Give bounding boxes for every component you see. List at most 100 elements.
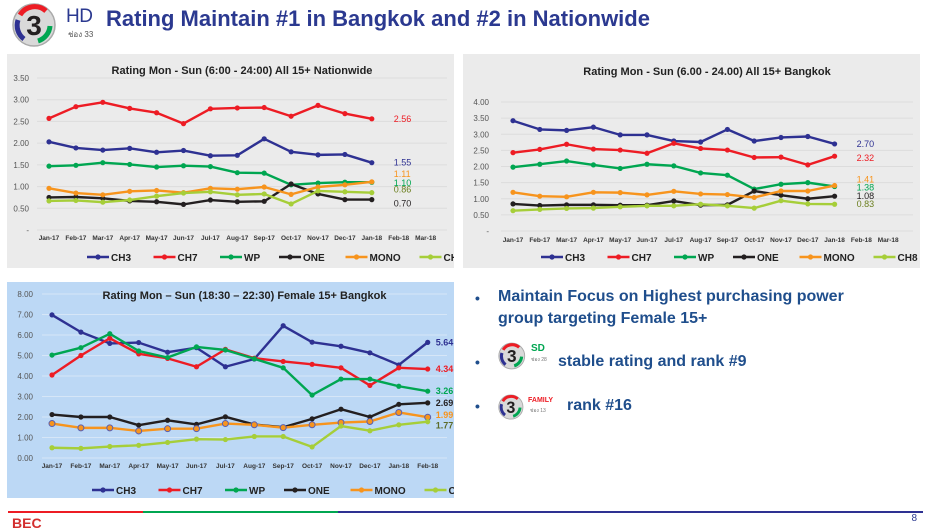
y-tick-label: 5.00 [17, 352, 33, 361]
legend-item-ch7: CH7 [607, 253, 652, 264]
data-point-ch8 [369, 190, 375, 196]
data-point-ch3 [425, 339, 431, 345]
logo-channel-sub: ช่อง 33 [68, 30, 94, 39]
data-point-one [78, 414, 84, 420]
data-point-ch8 [107, 443, 113, 450]
data-point-ch7 [234, 105, 240, 111]
end-label-ch7: 2.56 [394, 114, 412, 124]
legend-label: WP [698, 253, 714, 264]
data-point-mono [154, 187, 160, 194]
data-point-ch7 [154, 110, 160, 116]
legend-item-wp: WP [220, 253, 260, 264]
data-point-wp [73, 162, 79, 168]
x-tick-label: Jan-18 [361, 235, 382, 242]
x-tick-label: Mar-17 [556, 237, 577, 244]
data-point-ch3 [136, 339, 142, 346]
x-tick-label: Jun-17 [173, 235, 194, 242]
legend-label: CH7 [632, 253, 652, 264]
data-point-ch3 [288, 149, 294, 155]
y-tick-label: 1.00 [13, 183, 29, 192]
bullet-dot: • [475, 354, 480, 370]
end-label-one: 1.08 [857, 191, 875, 201]
x-tick-label: Jul-17 [216, 463, 235, 470]
bullet-dot: • [475, 290, 480, 306]
data-point-ch7 [751, 154, 757, 161]
data-point-mono [234, 186, 240, 192]
data-point-ch3 [49, 312, 55, 318]
sd-sub: ช่อง 28 [531, 357, 547, 363]
data-point-mono [164, 425, 172, 433]
data-point-ch7 [698, 145, 704, 152]
data-point-ch3 [280, 323, 286, 329]
legend-item-one: ONE [284, 486, 330, 497]
data-point-ch7 [49, 372, 55, 378]
data-point-ch8 [778, 198, 784, 204]
data-point-ch7 [309, 361, 315, 367]
data-point-ch3 [367, 350, 373, 356]
x-tick-label: May-17 [157, 463, 179, 470]
x-tick-label: Dec-17 [797, 237, 819, 244]
data-point-ch3 [338, 343, 344, 349]
data-point-ch7 [78, 352, 84, 359]
legend-item-wp: WP [225, 486, 265, 497]
data-point-wp [261, 170, 267, 176]
bullet-text-family: rank #16 [567, 397, 632, 414]
data-point-wp [724, 172, 730, 178]
legend-item-ch3: CH3 [87, 253, 131, 264]
legend-marker [807, 254, 814, 260]
data-point-one [671, 198, 677, 204]
data-point-one [234, 199, 240, 205]
data-point-wp [590, 162, 596, 168]
data-point-ch3 [698, 139, 704, 145]
data-point-ch8 [698, 201, 704, 207]
legend-item-wp: WP [674, 253, 714, 264]
data-point-ch8 [261, 191, 267, 197]
data-point-mono [127, 188, 133, 194]
data-point-ch7 [396, 365, 402, 371]
data-point-ch8 [46, 198, 52, 204]
data-point-ch7 [367, 382, 373, 389]
data-point-mono [342, 182, 348, 188]
data-point-wp [78, 345, 84, 351]
end-label-wp: 1.38 [857, 182, 875, 192]
y-tick-label: 4.00 [17, 372, 33, 381]
legend-marker [353, 254, 360, 260]
data-point-ch8 [180, 190, 187, 196]
data-point-one [396, 401, 402, 407]
legend-label: CH3 [116, 486, 136, 497]
data-point-ch3 [261, 136, 267, 142]
family-badge: FAMILY [528, 397, 554, 404]
data-point-ch8 [154, 193, 160, 199]
bullet-dot: • [475, 398, 480, 414]
data-point-ch7 [671, 140, 677, 146]
data-point-ch8 [280, 433, 286, 440]
ch3-hd-logo: 3 [12, 3, 56, 47]
data-point-ch3 [73, 145, 79, 151]
data-point-one [222, 414, 228, 420]
y-tick-label: 3.50 [473, 114, 489, 123]
data-point-ch3 [315, 152, 321, 158]
family-sub: ช่อง 13 [530, 408, 546, 414]
data-point-ch7 [73, 104, 79, 110]
data-point-ch8 [315, 188, 321, 194]
data-point-mono [73, 190, 79, 196]
x-tick-label: Mar-17 [92, 235, 113, 242]
chart-title: Rating Mon – Sun (18:30 – 22:30) Female … [103, 290, 388, 302]
data-point-wp [49, 352, 55, 358]
svg-text:3: 3 [507, 346, 517, 366]
data-point-ch8 [100, 199, 106, 205]
sd-badge: SD [531, 343, 545, 354]
series-line-ch8 [51, 420, 428, 450]
data-point-wp [280, 365, 286, 371]
data-point-one [288, 181, 294, 187]
x-tick-label: Feb-17 [529, 237, 550, 244]
data-point-ch3 [46, 139, 52, 145]
data-point-wp [805, 180, 811, 186]
data-point-mono [724, 191, 730, 198]
data-point-mono [644, 192, 650, 198]
data-point-ch3 [107, 340, 113, 347]
data-point-ch3 [778, 134, 784, 141]
end-label-ch8: 0.83 [857, 199, 875, 209]
y-tick-label: 8.00 [17, 290, 33, 299]
data-point-ch7 [510, 150, 516, 156]
